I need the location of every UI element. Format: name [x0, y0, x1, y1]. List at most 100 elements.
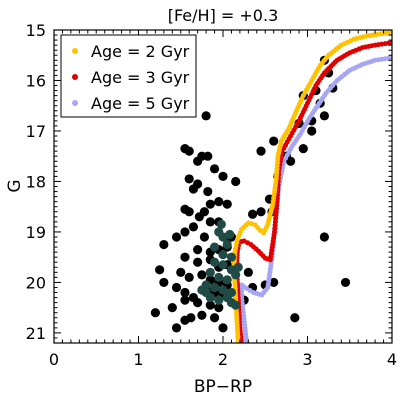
star-point — [203, 186, 213, 197]
member-point — [205, 267, 215, 277]
star-point — [243, 267, 253, 277]
star-point — [180, 295, 190, 305]
star-point — [201, 111, 211, 121]
member-point — [222, 239, 232, 250]
star-point — [247, 209, 258, 219]
x-axis-label: BP−RP — [194, 377, 252, 397]
legend: Age = 2 Gyr Age = 3 Gyr Age = 5 Gyr — [60, 34, 197, 118]
star-point — [307, 126, 317, 136]
star-point — [205, 199, 215, 209]
y-tick-label: 17 — [26, 122, 46, 141]
star-point — [319, 232, 329, 242]
x-tick-label: 3 — [302, 350, 312, 369]
x-tick-label: 0 — [49, 350, 59, 369]
plot-data-area — [150, 30, 392, 343]
star-point — [269, 277, 279, 288]
star-point — [231, 176, 241, 187]
star-point — [171, 232, 182, 242]
star-point — [205, 300, 215, 310]
y-tick-label: 16 — [26, 71, 46, 90]
member-point — [218, 260, 228, 270]
x-tick-label: 4 — [387, 350, 397, 369]
star-point — [188, 222, 199, 232]
star-point — [150, 308, 160, 318]
star-point — [171, 282, 182, 293]
isochrone-point-age2 — [389, 30, 392, 36]
y-tick-label: 19 — [26, 223, 46, 242]
star-point — [167, 303, 177, 313]
member-point — [201, 287, 211, 298]
star-point — [155, 265, 165, 275]
member-point — [209, 242, 220, 252]
member-point — [216, 219, 226, 229]
star-point — [180, 227, 190, 237]
legend-box — [60, 34, 197, 118]
star-point — [176, 267, 186, 277]
star-point — [171, 323, 182, 333]
chart-title: [Fe/H] = +0.3 — [168, 6, 279, 25]
legend-label-age2: Age = 2 Gyr — [91, 42, 190, 61]
x-tick-label: 2 — [218, 350, 228, 369]
star-point — [193, 298, 203, 308]
star-point — [197, 270, 207, 280]
star-point — [180, 287, 190, 298]
star-point — [319, 111, 329, 121]
member-point — [225, 229, 235, 240]
x-tick-label: 1 — [133, 350, 143, 369]
star-point — [159, 277, 169, 288]
star-point — [209, 313, 220, 323]
member-point — [209, 257, 220, 267]
member-point — [233, 262, 243, 272]
star-point — [180, 144, 190, 154]
star-point — [269, 136, 279, 146]
star-point — [256, 207, 266, 217]
axis-ticks: 0 1 2 3 4 15 16 17 18 19 20 21 — [26, 21, 397, 369]
member-point — [218, 250, 228, 260]
member-point — [209, 282, 220, 293]
star-point — [184, 207, 194, 217]
member-point — [231, 300, 241, 310]
star-point — [203, 151, 213, 161]
star-point — [199, 232, 210, 242]
isochrone-point-age3 — [389, 40, 392, 46]
isochrone-point-age5 — [389, 55, 392, 61]
star-point — [193, 156, 203, 166]
star-point — [205, 217, 215, 227]
star-point — [197, 310, 207, 320]
star-point — [159, 239, 169, 250]
legend-marker-age3 — [72, 74, 78, 80]
star-point — [214, 197, 224, 207]
y-tick-label: 20 — [26, 273, 46, 292]
y-tick-label: 15 — [26, 21, 46, 40]
y-tick-label: 21 — [26, 324, 46, 343]
star-point — [184, 272, 194, 282]
star-point — [340, 277, 351, 288]
star-point — [209, 164, 220, 174]
member-point — [231, 270, 241, 280]
legend-label-age3: Age = 3 Gyr — [91, 68, 190, 87]
star-point — [218, 323, 228, 333]
member-point — [214, 272, 224, 282]
star-point — [222, 199, 232, 209]
y-axis-label: G — [5, 179, 25, 192]
star-point — [184, 174, 194, 184]
star-point — [199, 207, 210, 217]
legend-marker-age5 — [72, 100, 78, 106]
star-point — [193, 245, 203, 255]
member-point — [222, 275, 232, 285]
star-point — [180, 252, 190, 262]
legend-marker-age2 — [72, 48, 78, 54]
star-point — [256, 146, 266, 156]
star-point — [298, 144, 308, 154]
star-point — [193, 179, 203, 189]
star-point — [180, 315, 190, 325]
star-point — [193, 257, 203, 267]
star-point — [214, 303, 224, 313]
legend-label-age5: Age = 5 Gyr — [91, 94, 190, 113]
y-tick-label: 18 — [26, 172, 46, 191]
star-point — [290, 313, 300, 323]
star-point — [218, 171, 228, 182]
member-point — [218, 285, 228, 295]
member-point — [226, 252, 237, 262]
